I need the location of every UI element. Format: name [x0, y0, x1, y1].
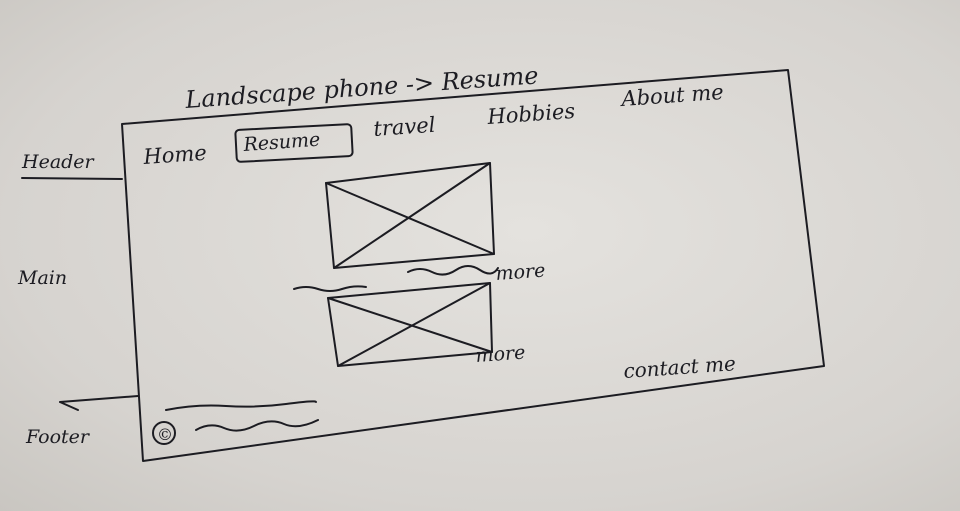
contact-me-link[interactable]: contact me: [623, 351, 737, 383]
image-placeholder-1: [325, 162, 495, 269]
footer-squiggle-bottom: [195, 419, 319, 432]
nav-item-hobbies[interactable]: Hobbies: [486, 99, 576, 129]
footer-leader-line: [59, 395, 139, 411]
copyright-circle: [152, 421, 176, 445]
header-side-label: Header: [21, 151, 96, 173]
image-placeholder-2: [327, 282, 493, 367]
nav-item-resume[interactable]: Resume: [242, 129, 321, 156]
main-side-label: Main: [17, 267, 67, 289]
footer-side-label: Footer: [25, 426, 91, 448]
nav-item-travel[interactable]: travel: [373, 113, 437, 141]
phone-frame: [121, 69, 825, 462]
nav-item-about[interactable]: About me: [619, 80, 725, 111]
resume-nav-box: [234, 123, 354, 163]
caption-squiggle-left: [293, 285, 367, 292]
more-link-1[interactable]: more: [495, 260, 546, 285]
copyright-symbol: ©: [157, 425, 173, 444]
footer-squiggle-top: [165, 400, 317, 411]
header-leader-line: [21, 177, 123, 180]
more-link-2[interactable]: more: [475, 342, 526, 367]
caption-squiggle-right: [407, 265, 499, 276]
nav-item-home[interactable]: Home: [142, 141, 208, 169]
